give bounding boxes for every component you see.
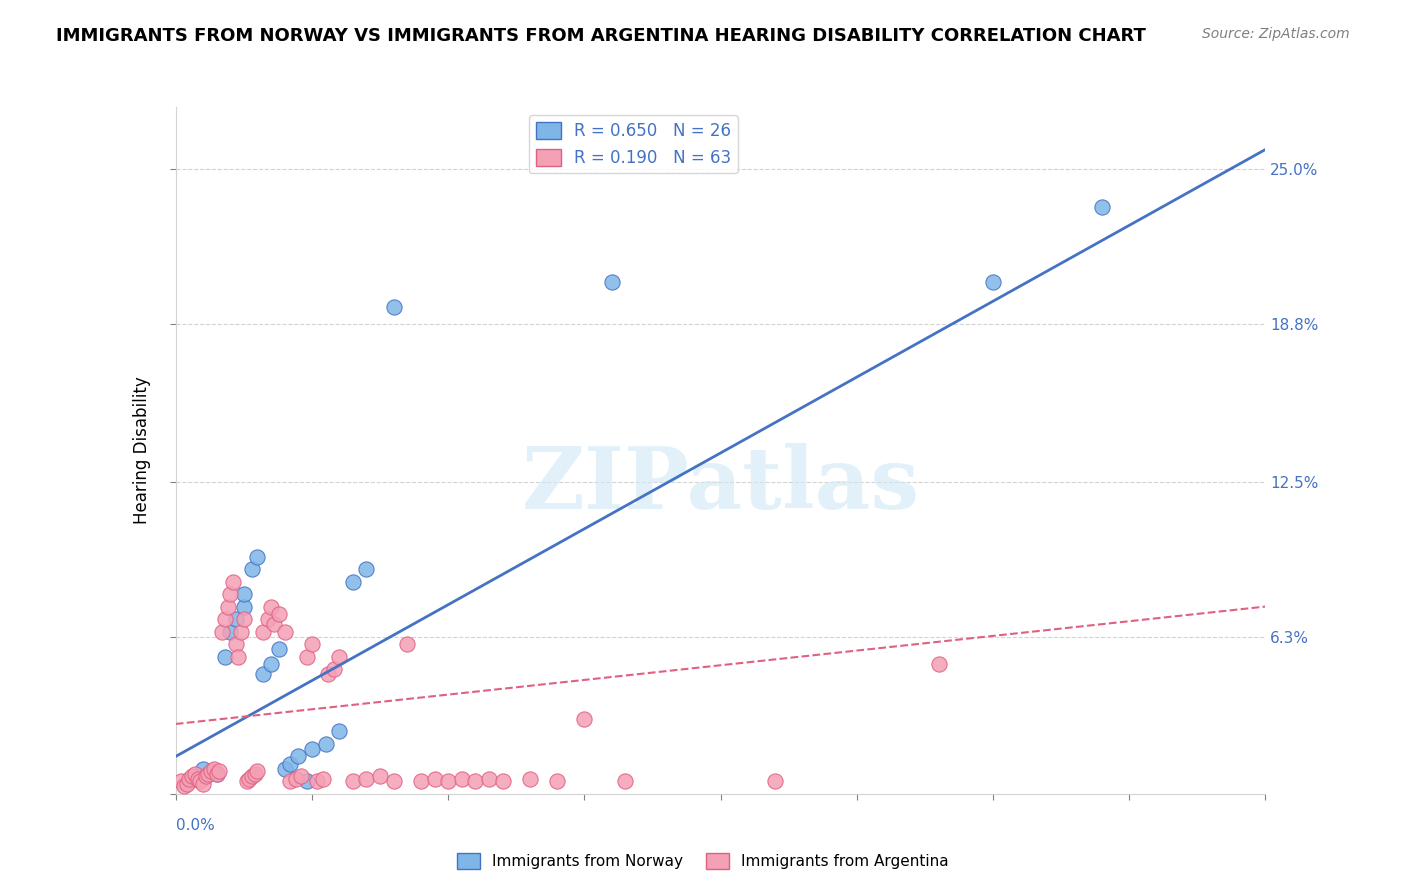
- Point: [368, 769, 391, 783]
- Point: [191, 762, 214, 776]
- Point: [464, 774, 486, 789]
- Point: [257, 612, 280, 626]
- Point: [208, 764, 231, 779]
- Point: [981, 275, 1004, 289]
- Point: [269, 607, 291, 621]
- Legend: Immigrants from Norway, Immigrants from Argentina: Immigrants from Norway, Immigrants from …: [451, 847, 955, 875]
- Point: [574, 712, 596, 726]
- Point: [928, 657, 950, 671]
- Point: [240, 562, 263, 576]
- Point: [450, 772, 472, 786]
- Point: [312, 772, 335, 786]
- Point: [274, 762, 297, 776]
- Point: [278, 774, 301, 789]
- Point: [202, 762, 225, 776]
- Point: [356, 562, 378, 576]
- Point: [214, 612, 236, 626]
- Point: [274, 624, 297, 639]
- Point: [222, 574, 245, 589]
- Point: [246, 549, 269, 564]
- Point: [763, 774, 786, 789]
- Text: ZIPatlas: ZIPatlas: [522, 442, 920, 527]
- Point: [240, 769, 263, 783]
- Point: [252, 624, 274, 639]
- Point: [205, 767, 228, 781]
- Point: [232, 599, 254, 614]
- Point: [315, 737, 337, 751]
- Point: [478, 772, 501, 786]
- Point: [232, 587, 254, 601]
- Point: [197, 767, 219, 781]
- Point: [246, 764, 269, 779]
- Point: [194, 769, 217, 783]
- Point: [301, 742, 323, 756]
- Point: [1091, 200, 1114, 214]
- Y-axis label: Hearing Disability: Hearing Disability: [134, 376, 152, 524]
- Point: [219, 624, 242, 639]
- Point: [225, 637, 247, 651]
- Point: [295, 774, 318, 789]
- Point: [186, 772, 209, 786]
- Point: [228, 649, 250, 664]
- Point: [546, 774, 568, 789]
- Point: [231, 624, 253, 639]
- Point: [356, 772, 378, 786]
- Point: [214, 649, 236, 664]
- Point: [492, 774, 515, 789]
- Point: [170, 774, 193, 789]
- Point: [200, 764, 222, 779]
- Point: [176, 777, 198, 791]
- Point: [181, 769, 204, 783]
- Point: [232, 612, 254, 626]
- Point: [295, 649, 318, 664]
- Text: Source: ZipAtlas.com: Source: ZipAtlas.com: [1202, 27, 1350, 41]
- Point: [184, 767, 207, 781]
- Point: [322, 662, 344, 676]
- Point: [179, 774, 201, 789]
- Point: [217, 599, 239, 614]
- Point: [225, 612, 247, 626]
- Point: [284, 772, 307, 786]
- Point: [188, 774, 211, 789]
- Point: [342, 574, 364, 589]
- Text: 0.0%: 0.0%: [176, 818, 215, 833]
- Point: [278, 756, 301, 771]
- Point: [173, 780, 195, 794]
- Text: IMMIGRANTS FROM NORWAY VS IMMIGRANTS FROM ARGENTINA HEARING DISABILITY CORRELATI: IMMIGRANTS FROM NORWAY VS IMMIGRANTS FRO…: [56, 27, 1146, 45]
- Point: [519, 772, 541, 786]
- Point: [382, 774, 405, 789]
- Point: [307, 774, 329, 789]
- Point: [235, 774, 257, 789]
- Point: [318, 667, 340, 681]
- Point: [260, 599, 283, 614]
- Point: [328, 649, 350, 664]
- Point: [423, 772, 446, 786]
- Point: [328, 724, 350, 739]
- Point: [614, 774, 637, 789]
- Point: [205, 767, 228, 781]
- Point: [396, 637, 419, 651]
- Point: [290, 769, 312, 783]
- Point: [600, 275, 623, 289]
- Legend: R = 0.650   N = 26, R = 0.190   N = 63: R = 0.650 N = 26, R = 0.190 N = 63: [529, 115, 738, 173]
- Point: [382, 300, 405, 314]
- Point: [342, 774, 364, 789]
- Point: [301, 637, 323, 651]
- Point: [191, 777, 214, 791]
- Point: [287, 749, 309, 764]
- Point: [263, 617, 285, 632]
- Point: [437, 774, 460, 789]
- Point: [179, 772, 201, 786]
- Point: [260, 657, 283, 671]
- Point: [211, 624, 233, 639]
- Point: [219, 587, 242, 601]
- Point: [252, 667, 274, 681]
- Point: [409, 774, 432, 789]
- Point: [243, 767, 266, 781]
- Point: [269, 642, 291, 657]
- Point: [238, 772, 260, 786]
